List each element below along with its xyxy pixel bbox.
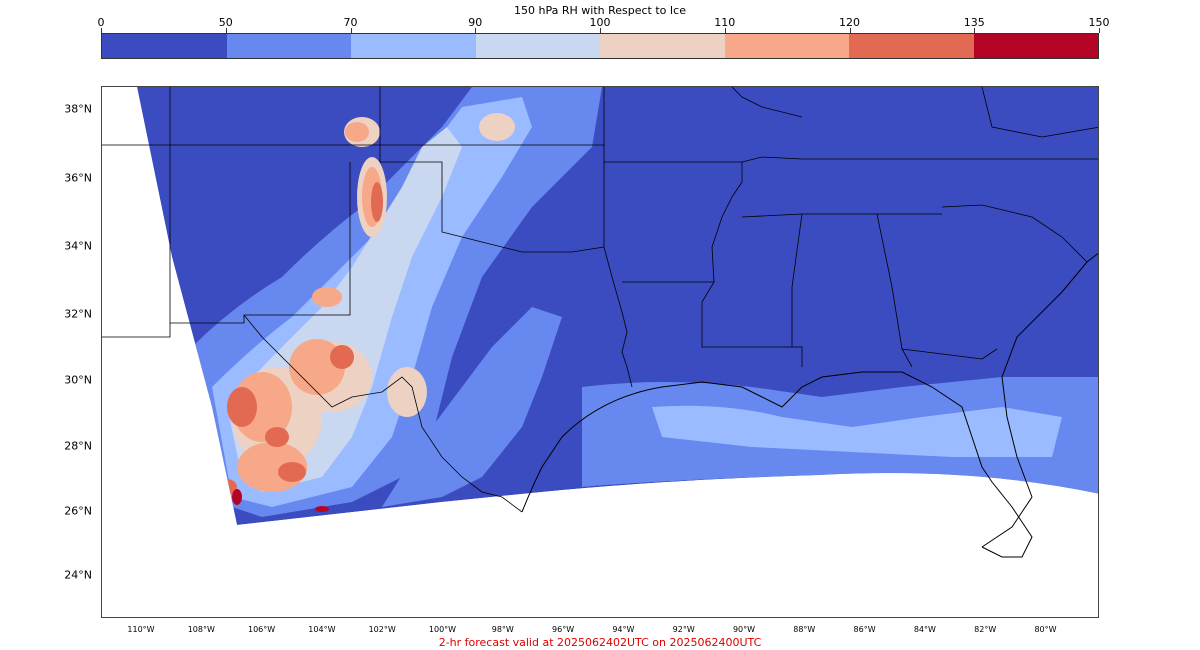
colorbar-tick-label: 100 <box>589 16 611 29</box>
colorbar-segment <box>102 34 227 58</box>
latitude-label: 32°N <box>64 307 92 321</box>
longitude-label: 84°W <box>913 625 936 634</box>
colorbar-tick-mark <box>724 28 726 33</box>
colorbar-segment <box>475 34 600 58</box>
colorbar-title: 150 hPa RH with Respect to Ice <box>514 4 686 17</box>
gulf-moisture-inner <box>652 405 1062 457</box>
colorbar-tick-label: 70 <box>343 16 358 29</box>
longitude-label: 80°W <box>1034 625 1057 634</box>
longitude-label: 98°W <box>491 625 514 634</box>
colorbar-tick-mark <box>1099 28 1100 33</box>
longitude-label: 102°W <box>368 625 396 634</box>
longitude-label: 108°W <box>187 625 215 634</box>
colorbar-tick-label: 150 <box>1088 16 1110 29</box>
colorbar-tick-mark <box>475 28 477 33</box>
colorbar-tick-mark <box>849 28 851 33</box>
texas-coast-moisture <box>382 307 562 507</box>
colorbar-tick-mark <box>600 28 601 33</box>
longitude-label: 100°W <box>428 625 457 634</box>
longitude-label: 94°W <box>612 625 635 634</box>
no-data-south <box>102 473 1098 617</box>
longitude-label: 86°W <box>853 625 876 634</box>
colorbar-tick-mark <box>101 28 102 33</box>
colorbar-segment <box>226 34 351 58</box>
longitude-label: 88°W <box>793 625 816 634</box>
longitude-label: 106°W <box>248 625 276 634</box>
state-borders <box>102 87 1098 513</box>
colorbar-segment <box>724 34 849 58</box>
latitude-label: 36°N <box>64 171 92 185</box>
longitude-label: 104°W <box>308 625 336 634</box>
colorbar <box>101 33 1099 59</box>
longitude-label: 92°W <box>672 625 695 634</box>
colorbar-tick-label: 90 <box>468 16 483 29</box>
colorbar-tick-mark <box>974 28 976 33</box>
colorbar-segment <box>849 34 974 58</box>
colorbar-tick-mark <box>225 28 227 33</box>
longitude-label: 110°W <box>127 625 155 634</box>
colorbar-segment <box>600 34 725 58</box>
colorbar-tick-label: 0 <box>97 16 105 29</box>
latitude-label: 34°N <box>64 239 92 253</box>
colorbar-tick-label: 50 <box>218 16 233 29</box>
colorbar-segment <box>973 34 1098 58</box>
longitude-label: 82°W <box>974 625 997 634</box>
latitude-label: 28°N <box>64 439 92 453</box>
colorbar-tick-label: 135 <box>963 16 985 29</box>
longitude-label: 90°W <box>732 625 756 634</box>
rh-ice-field-map <box>102 87 1098 617</box>
latitude-label: 26°N <box>64 504 92 518</box>
forecast-validity-caption: 2-hr forecast valid at 2025062402UTC on … <box>438 636 762 649</box>
colorbar-tick-mark <box>350 28 352 33</box>
latitude-label: 24°N <box>64 568 92 582</box>
colorbar-segment <box>351 34 476 58</box>
latitude-label: 30°N <box>64 373 92 387</box>
colorbar-tick-label: 110 <box>714 16 736 29</box>
latitude-label: 38°N <box>64 102 92 116</box>
map-panel[interactable] <box>101 86 1099 618</box>
atlantic-coastline <box>981 252 1098 548</box>
no-data-west <box>102 87 237 525</box>
longitude-label: 96°W <box>552 625 575 634</box>
coastline <box>521 371 1033 558</box>
colorbar-tick-label: 120 <box>839 16 860 29</box>
